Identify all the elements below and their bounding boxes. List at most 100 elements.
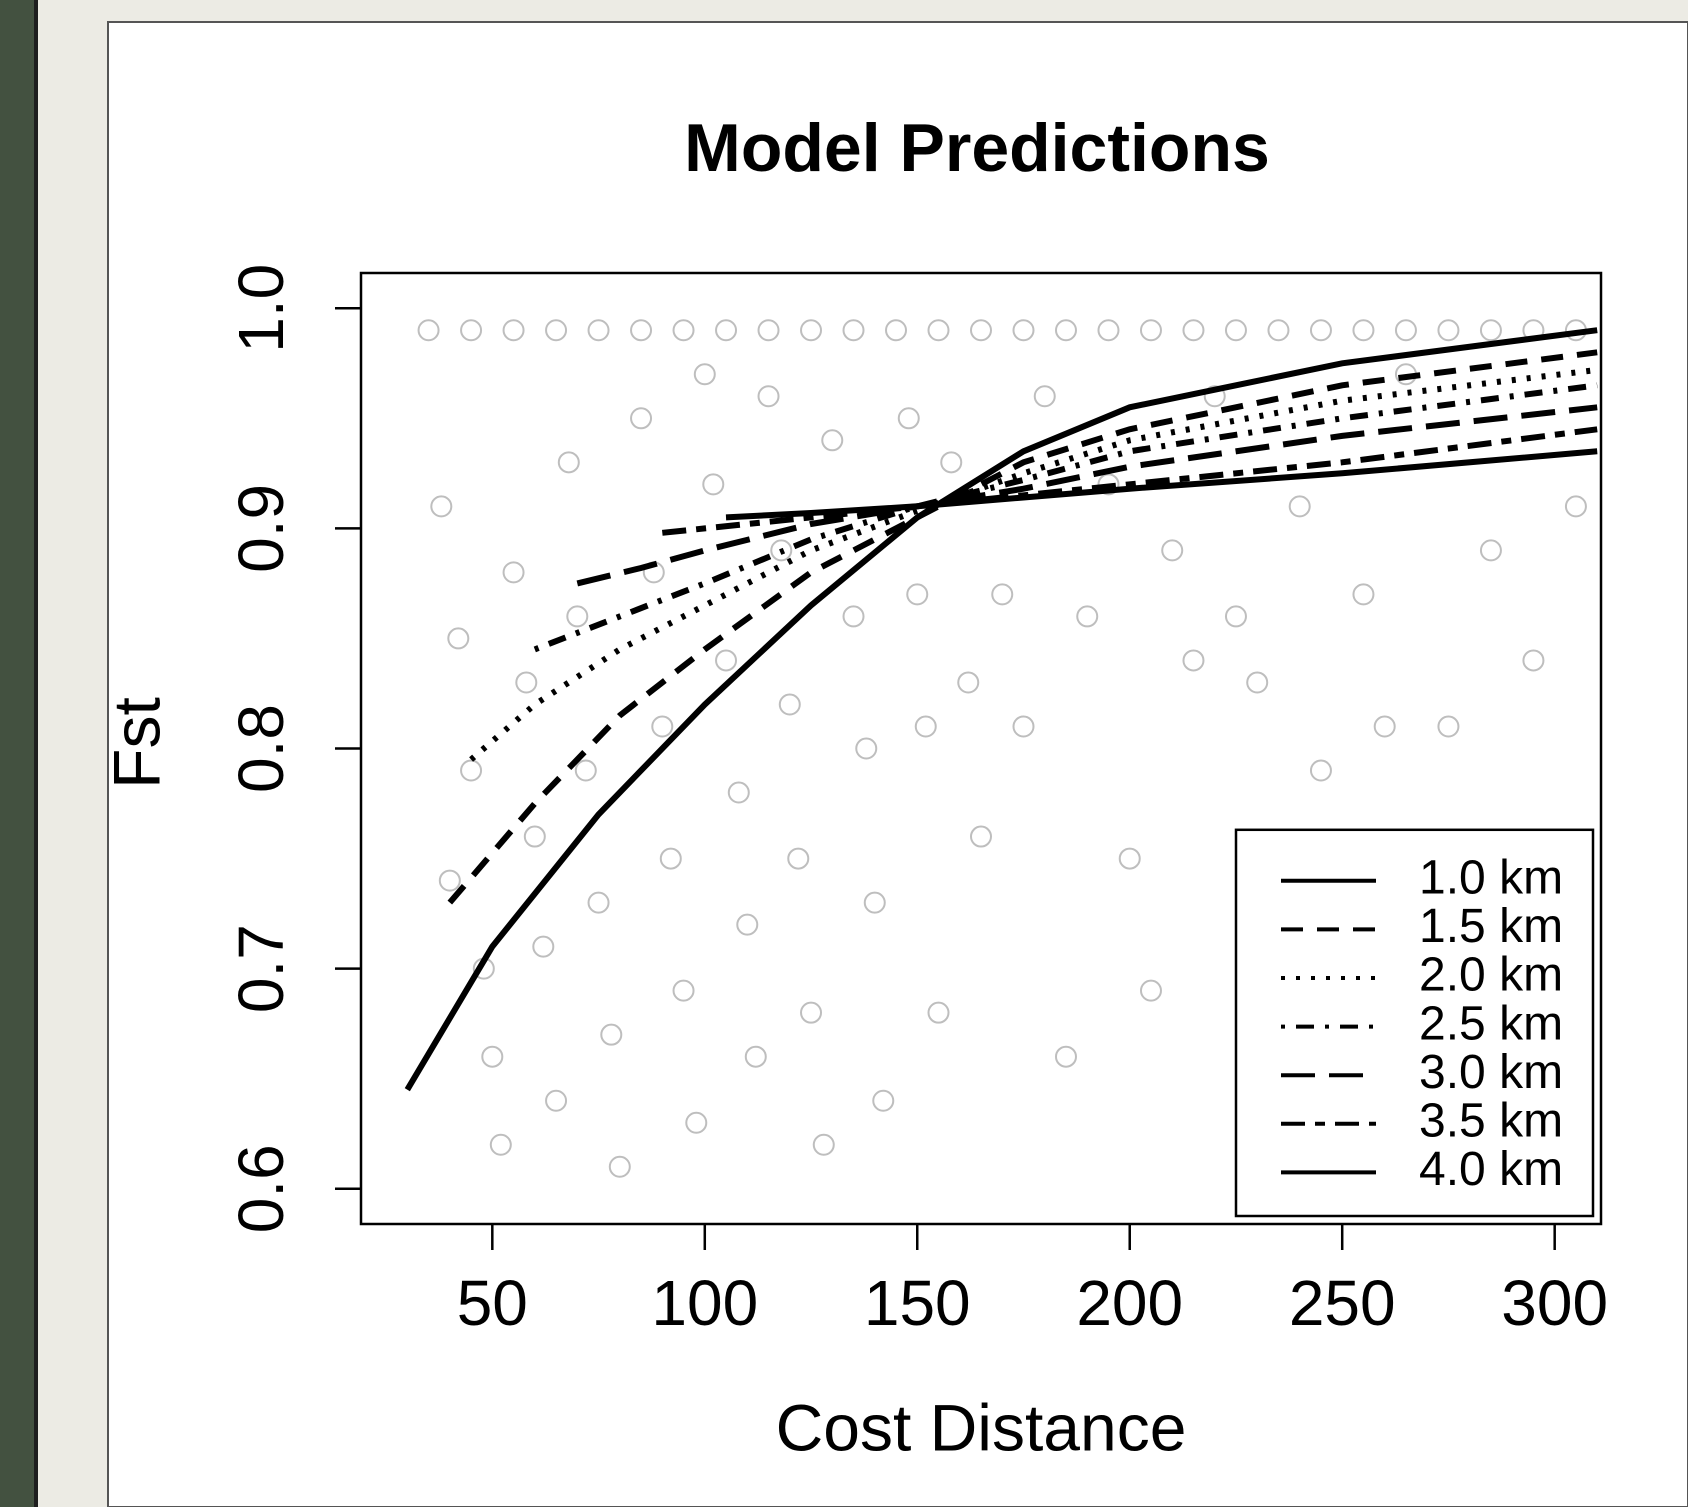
legend-label: 3.5 km (1419, 1094, 1563, 1147)
prediction-line (725, 448, 1598, 521)
scatter-point (460, 319, 483, 342)
scatter-point (1182, 319, 1205, 342)
scatter-point (778, 693, 801, 716)
scatter-point (651, 715, 674, 738)
scatter-point (460, 759, 483, 782)
scatter-point (821, 429, 844, 452)
scatter-point (957, 671, 980, 694)
scatter-point (1054, 1045, 1077, 1068)
scatter-point (914, 715, 937, 738)
scatter-point (1437, 319, 1460, 342)
legend-label: 1.5 km (1419, 900, 1563, 953)
scatter-point (566, 605, 589, 628)
scatter-point (702, 473, 725, 496)
scatter-point (630, 407, 653, 430)
scatter-point (1224, 319, 1247, 342)
scatter-point (1139, 979, 1162, 1002)
x-tick-label: 250 (1289, 1267, 1396, 1339)
scatter-point (672, 319, 695, 342)
scatter-point (1309, 759, 1332, 782)
scatter-point (842, 605, 865, 628)
scatter-point (438, 869, 461, 892)
scatter-point (885, 319, 908, 342)
scatter-point (489, 1133, 512, 1156)
scatter-point (757, 319, 780, 342)
scatter-point (1182, 649, 1205, 672)
scatter-point (991, 583, 1014, 606)
scatter-point (574, 759, 597, 782)
scatter-point (1437, 715, 1460, 738)
scatter-point (927, 1001, 950, 1024)
scatter-point (523, 825, 546, 848)
scatter-point (855, 737, 878, 760)
scatter-point (940, 451, 963, 474)
scatter-point (1012, 319, 1035, 342)
scatter-point (1076, 605, 1099, 628)
scatter-point (1054, 319, 1077, 342)
scatter-point (1309, 319, 1332, 342)
prediction-line (404, 327, 1598, 1092)
scatter-point (744, 1045, 767, 1068)
scatter-point (1161, 539, 1184, 562)
scatter-point (927, 319, 950, 342)
scatter-point (587, 891, 610, 914)
scatter-point (1394, 319, 1417, 342)
scatter-point (532, 935, 555, 958)
scatter-point (1012, 715, 1035, 738)
x-tick-label: 150 (864, 1267, 971, 1339)
legend-label: 2.5 km (1419, 997, 1563, 1050)
scatter-point (736, 913, 759, 936)
scatter-point (1373, 715, 1396, 738)
scatter-point (672, 979, 695, 1002)
scatter-point (970, 825, 992, 848)
scatter-point (715, 649, 738, 672)
scatter-point (727, 781, 750, 804)
x-tick-label: 100 (651, 1267, 758, 1339)
scatter-point (430, 495, 453, 518)
scatter-point (1288, 495, 1311, 518)
scatter-point (800, 319, 823, 342)
scatter-point (1118, 847, 1141, 870)
scatter-point (1352, 319, 1375, 342)
x-axis-label: Cost Distance (776, 1390, 1187, 1464)
scatter-point (800, 1001, 823, 1024)
legend-box (1234, 828, 1595, 1218)
scatter-point (545, 319, 568, 342)
x-tick-label: 300 (1501, 1267, 1608, 1339)
scatter-point (1352, 583, 1375, 606)
scatter-point (557, 451, 580, 474)
scatter-point (906, 583, 929, 606)
prediction-line (447, 349, 1598, 905)
chart-title: Model Predictions (684, 110, 1270, 186)
scatter-point (515, 671, 538, 694)
scatter-point (659, 847, 682, 870)
scatter-point (897, 407, 920, 430)
scatter-point (970, 319, 992, 342)
scatter-point (1479, 539, 1502, 562)
scatter-point (1267, 319, 1290, 342)
scatter-point (1033, 385, 1056, 408)
frame-edge (34, 0, 38, 1507)
plot-data (404, 319, 1598, 1178)
legend-label: 2.0 km (1419, 949, 1563, 1002)
scatter-point (715, 319, 738, 342)
y-axis-label: Fst (99, 697, 173, 789)
x-tick-label: 50 (457, 1267, 528, 1339)
scatter-point (608, 1155, 631, 1178)
scatter-point (630, 319, 653, 342)
y-tick-label: 0.7 (225, 924, 297, 1013)
panel (107, 21, 1688, 1507)
scatter-point (1522, 649, 1545, 672)
scatter-point (502, 319, 525, 342)
background-strip (0, 0, 34, 1507)
scatter-point (685, 1111, 708, 1134)
y-tick-label: 0.9 (225, 484, 297, 573)
scatter-point (1479, 319, 1502, 342)
scatter-point (417, 319, 440, 342)
scatter-point (545, 1089, 568, 1112)
scatter-point (842, 319, 865, 342)
scatter-point (1097, 319, 1120, 342)
legend-label: 4.0 km (1419, 1143, 1563, 1196)
